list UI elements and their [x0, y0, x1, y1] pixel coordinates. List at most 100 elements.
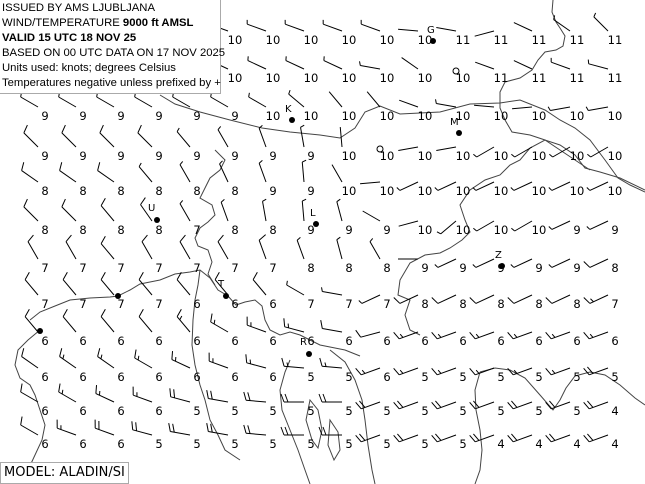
wind-barb-staff [590, 146, 609, 158]
wind-barb-staff [551, 331, 571, 340]
calm-circle-icon [376, 145, 384, 153]
wind-barb-staff [247, 324, 267, 333]
wind-barb-half [547, 106, 551, 111]
southern-border-line [397, 139, 645, 336]
wind-barb-half [359, 61, 361, 66]
grid-point: 10 [512, 106, 546, 123]
wind-barb-half [302, 198, 307, 202]
grid-point: 9 [258, 160, 277, 198]
grid-point: 9 [510, 258, 543, 275]
wind-barb-full [393, 297, 401, 304]
grid-point: 10 [473, 146, 509, 163]
wind-barb-full [59, 348, 63, 357]
wind-barb-half [399, 369, 404, 374]
temperature-label: 8 [231, 184, 238, 198]
wind-barb-full [100, 271, 106, 280]
wind-barb-staff [285, 23, 305, 32]
grid-point: 10 [585, 106, 622, 123]
wind-barb-full [65, 234, 72, 242]
wind-barb-staff [589, 331, 609, 340]
wind-barb-full [511, 400, 518, 408]
temperature-label: 7 [611, 297, 618, 311]
grid-point: 8 [138, 162, 163, 198]
wind-barb-full [473, 400, 480, 408]
temperature-label: 10 [380, 71, 395, 85]
temperature-label: 9 [307, 223, 314, 237]
wind-barb-half [436, 231, 441, 235]
temperature-label: 6 [41, 334, 48, 348]
temperature-label: 6 [269, 370, 276, 384]
grid-point: 9 [99, 124, 125, 163]
grid-point: 10 [360, 19, 394, 47]
wind-barb-staff [551, 258, 571, 268]
grid-point: 10 [331, 164, 356, 198]
temperature-label: 9 [573, 261, 580, 275]
wind-barb-full [280, 426, 285, 436]
grid-point: 7 [583, 294, 619, 311]
wind-barb-half [590, 298, 594, 303]
wind-barb-full [97, 348, 101, 357]
wind-barb-full [137, 124, 142, 134]
wind-barb-staff [258, 240, 267, 260]
grid-point: 10 [323, 56, 357, 85]
wind-barb-full [355, 435, 362, 443]
wind-barb-staff [440, 220, 457, 235]
grid-point: 9 [58, 92, 87, 123]
wind-barb-staff [361, 294, 381, 304]
wind-barb-full [140, 197, 146, 205]
wind-barb-full [355, 368, 362, 376]
grid-point: 11 [513, 60, 546, 85]
wind-barb-half [179, 161, 184, 165]
wind-barb-full [320, 320, 323, 329]
temperature-label: 10 [456, 184, 471, 198]
grid-point: 10 [284, 19, 318, 47]
temperature-label: 10 [380, 109, 395, 123]
wind-barb-full [469, 402, 476, 410]
wind-barb-staff [210, 321, 229, 333]
stations: G K M U L Z T R [37, 25, 505, 357]
temperature-label: 5 [421, 370, 428, 384]
grid-point: 10 [322, 19, 356, 47]
wind-barb-half [434, 187, 439, 191]
grid-point: 10 [360, 181, 394, 198]
grid-point: 10 [436, 220, 470, 237]
temperature-label: 10 [342, 71, 357, 85]
station-u: U [148, 203, 160, 223]
temperature-label: 7 [41, 297, 48, 311]
wind-barb-half [435, 99, 437, 104]
grid-point: 6 [583, 331, 619, 348]
temperature-label: 10 [304, 71, 319, 85]
grid-point: 8 [23, 198, 49, 237]
wind-barb-full [243, 391, 247, 401]
temperature-label: 10 [418, 149, 433, 163]
wind-barb-full [393, 402, 400, 410]
temperature-label: 10 [494, 149, 509, 163]
slovenia-croatia-border [194, 149, 226, 286]
grid-point: 6 [24, 308, 49, 348]
temperature-label: 5 [231, 404, 238, 418]
wind-barb-staff [437, 401, 457, 410]
temperature-label: 10 [342, 109, 357, 123]
temperature-label: 5 [573, 404, 580, 418]
temperature-label: 7 [117, 297, 124, 311]
wind-barb-full [99, 124, 104, 134]
wind-barb-staff [475, 181, 495, 191]
wind-barb-staff [262, 201, 267, 222]
wind-barb-half [176, 127, 180, 132]
wind-barb-staff [398, 146, 419, 151]
grid-point: 8 [179, 161, 201, 198]
wind-barb-full [583, 368, 590, 376]
grid-point: 8 [100, 197, 125, 237]
wind-barb-staff [513, 258, 533, 268]
wind-barb-staff [551, 401, 571, 410]
wind-barb-full [545, 435, 552, 443]
wind-barb-staff [399, 331, 419, 340]
temperature-label: 8 [421, 297, 428, 311]
wind-barb-staff [137, 132, 153, 148]
wind-barb-full [587, 433, 594, 441]
wind-barb-staff [20, 424, 39, 436]
temperature-label: 7 [269, 261, 276, 275]
wind-barb-staff [21, 170, 39, 183]
temperature-label: 5 [497, 404, 504, 418]
temperature-label: 10 [608, 184, 623, 198]
